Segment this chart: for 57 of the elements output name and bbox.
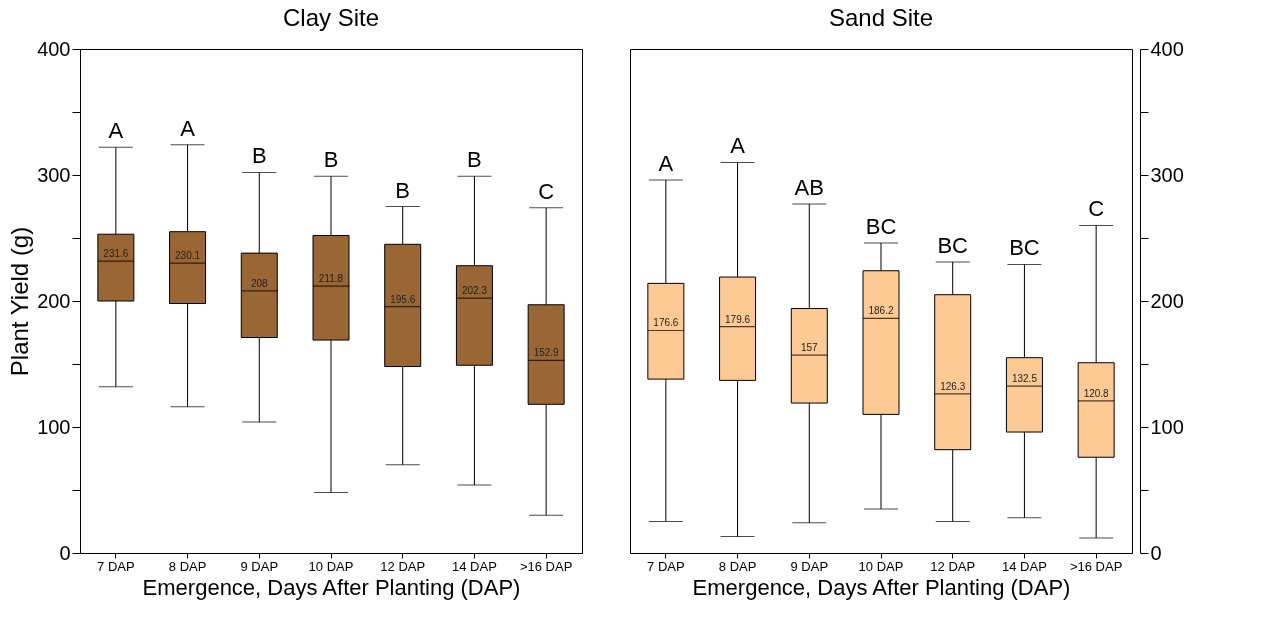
y-tick-label: 0 bbox=[59, 541, 71, 564]
annotation: 157 bbox=[800, 342, 819, 354]
annotation: 186.2 bbox=[868, 305, 894, 317]
annotation: B bbox=[323, 147, 339, 173]
annotation: A bbox=[180, 115, 196, 141]
x-tick-label: 7 DAP bbox=[647, 558, 685, 574]
annotation: 195.6 bbox=[390, 293, 416, 305]
y-tick-label: 200 bbox=[1150, 289, 1184, 312]
y-tick-label: 0 bbox=[1150, 541, 1162, 564]
x-axis-title: Emergence, Days After Planting (DAP) bbox=[692, 574, 1071, 600]
annotation: AB bbox=[794, 174, 824, 200]
x-tick-label: 14 DAP bbox=[1002, 558, 1047, 574]
annotation: 202.3 bbox=[461, 285, 488, 297]
x-tick-label: 14 DAP bbox=[452, 558, 497, 574]
y-tick-label: 200 bbox=[37, 289, 71, 312]
annotation: 126.3 bbox=[940, 380, 966, 392]
annotation: A bbox=[730, 133, 746, 159]
annotation: C bbox=[538, 178, 555, 204]
y-tick-label: 400 bbox=[37, 37, 71, 60]
annotation: 176.6 bbox=[653, 317, 679, 329]
annotation: 211.8 bbox=[318, 273, 344, 285]
annotation: BC bbox=[1009, 235, 1040, 261]
y-tick-label: 100 bbox=[1150, 415, 1184, 438]
chart-title: Clay Site bbox=[282, 4, 380, 31]
annotation: BC bbox=[865, 214, 897, 240]
x-tick-label: 9 DAP bbox=[790, 558, 829, 574]
annotation: 230.1 bbox=[175, 250, 201, 262]
annotation: C bbox=[1088, 196, 1105, 222]
annotation: 231.6 bbox=[103, 248, 129, 260]
annotation: A bbox=[108, 118, 124, 144]
annotation: 152.9 bbox=[533, 347, 560, 359]
annotation: 120.8 bbox=[1083, 387, 1110, 399]
y-tick-label: 100 bbox=[37, 415, 71, 438]
x-tick-label: 8 DAP bbox=[718, 558, 757, 574]
x-tick-label: 10 DAP bbox=[858, 558, 904, 574]
annotation: B bbox=[251, 143, 267, 169]
x-axis-title: Emergence, Days After Planting (DAP) bbox=[142, 574, 521, 600]
y-axis-title: Plant Yield (g) bbox=[6, 226, 34, 377]
annotation: BC bbox=[937, 232, 969, 258]
x-tick-label: >16 DAP bbox=[1069, 558, 1123, 574]
x-tick-label: 12 DAP bbox=[930, 558, 976, 574]
x-tick-label: 12 DAP bbox=[380, 558, 426, 574]
y-tick-label: 300 bbox=[1150, 163, 1184, 186]
x-tick-label: 8 DAP bbox=[168, 558, 207, 574]
x-tick-label: 9 DAP bbox=[240, 558, 279, 574]
annotation: 179.6 bbox=[725, 313, 751, 325]
annotation: 208 bbox=[250, 277, 269, 289]
annotation: B bbox=[467, 147, 482, 173]
x-tick-label: 10 DAP bbox=[308, 558, 354, 574]
x-tick-label: >16 DAP bbox=[519, 558, 573, 574]
annotation: A bbox=[658, 151, 674, 177]
chart-title: Sand Site bbox=[828, 4, 934, 31]
annotation: B bbox=[395, 177, 411, 203]
y-tick-label: 300 bbox=[37, 163, 71, 186]
y-tick-label: 400 bbox=[1150, 37, 1184, 60]
x-tick-label: 7 DAP bbox=[97, 558, 135, 574]
annotation: 132.5 bbox=[1011, 373, 1038, 385]
